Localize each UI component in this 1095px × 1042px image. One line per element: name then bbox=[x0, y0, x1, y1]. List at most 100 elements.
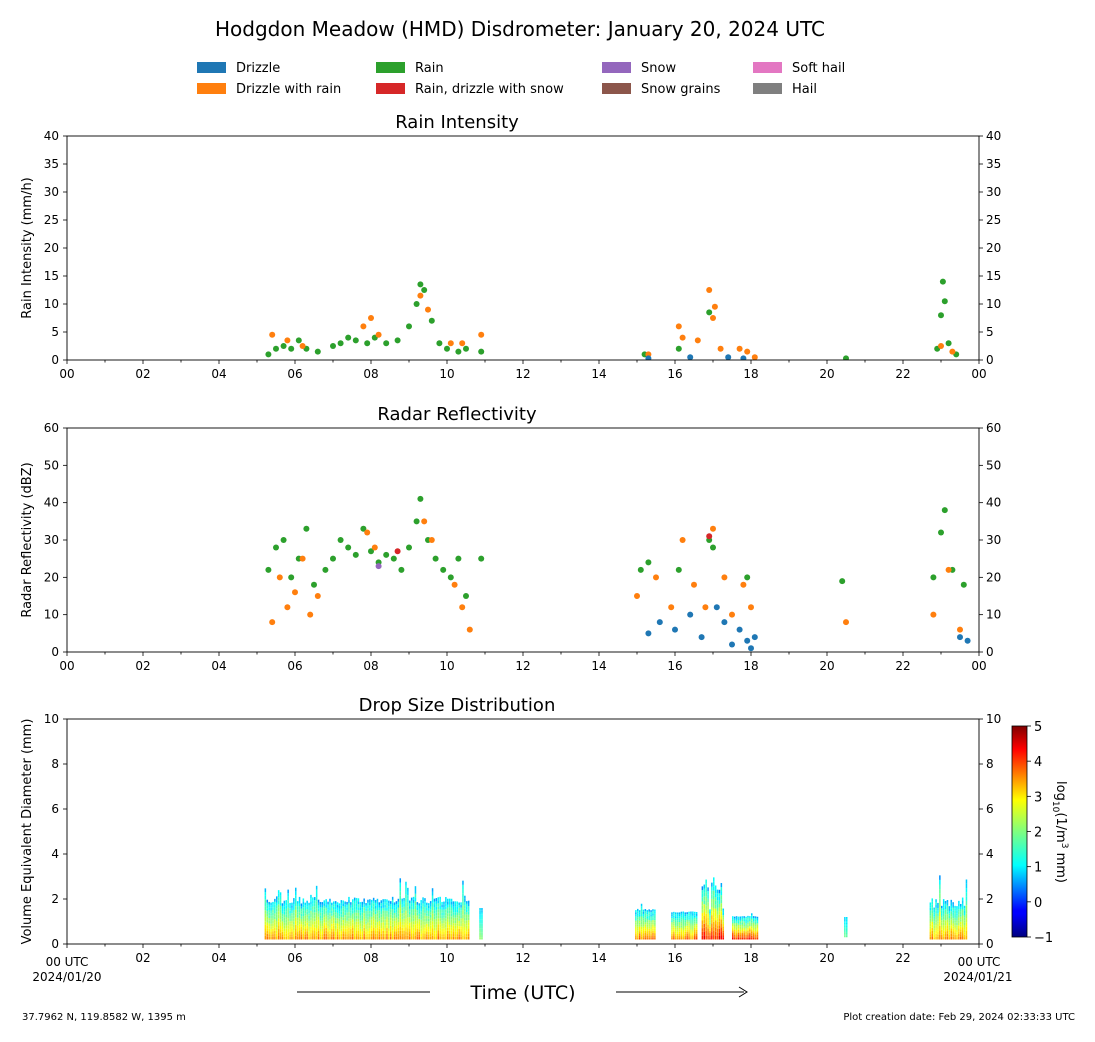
heatmap-cell bbox=[321, 918, 324, 921]
heatmap-cell bbox=[931, 930, 934, 934]
heatmap-cell bbox=[401, 916, 403, 920]
heatmap-cell bbox=[676, 937, 679, 940]
heatmap-cell bbox=[950, 936, 953, 940]
heatmap-cell bbox=[711, 902, 713, 908]
data-point bbox=[417, 281, 424, 288]
heatmap-cell bbox=[650, 935, 652, 938]
heatmap-cell bbox=[714, 885, 717, 890]
plot-frame bbox=[66, 135, 980, 361]
heatmap-cell bbox=[673, 929, 675, 932]
heatmap-cell bbox=[437, 927, 440, 931]
heatmap-cell bbox=[650, 910, 652, 913]
heatmap-cell bbox=[336, 907, 339, 911]
heatmap-cell bbox=[640, 908, 643, 912]
x-tick-label: 04 bbox=[211, 951, 226, 965]
y-tick-label: 5 bbox=[51, 325, 59, 339]
data-point bbox=[265, 566, 272, 573]
heatmap-cell bbox=[751, 930, 753, 933]
heatmap-cell bbox=[743, 924, 745, 927]
heatmap-cell bbox=[333, 931, 335, 935]
heatmap-cell bbox=[264, 892, 267, 896]
heatmap-cell bbox=[682, 935, 685, 938]
heatmap-cell bbox=[274, 927, 276, 931]
heatmap-cell bbox=[652, 917, 654, 921]
heatmap-cell bbox=[939, 934, 941, 940]
heatmap-cell bbox=[277, 893, 280, 898]
heatmap-cell bbox=[399, 882, 402, 888]
heatmap-cell bbox=[680, 917, 683, 920]
heatmap-cell bbox=[454, 928, 457, 932]
heatmap-cell bbox=[456, 923, 459, 926]
heatmap-cell bbox=[403, 927, 405, 931]
x-tick-label: 18 bbox=[743, 951, 758, 965]
heatmap-cell bbox=[678, 931, 681, 934]
heatmap-cell bbox=[751, 918, 753, 921]
data-point bbox=[938, 312, 944, 319]
heatmap-cell bbox=[692, 917, 694, 920]
heatmap-cell bbox=[652, 920, 654, 923]
heatmap-cell bbox=[420, 925, 422, 929]
heatmap-cell bbox=[331, 921, 333, 924]
heatmap-cell bbox=[707, 935, 709, 940]
heatmap-cell bbox=[291, 926, 293, 929]
heatmap-cell bbox=[422, 918, 424, 922]
heatmap-cell bbox=[703, 904, 706, 909]
heatmap-cell bbox=[682, 921, 685, 924]
heatmap-cell bbox=[456, 920, 459, 924]
x-tick-label: 00 UTC bbox=[958, 955, 1001, 969]
heatmap-cell bbox=[304, 934, 307, 937]
panel-title: Drop Size Distribution bbox=[359, 695, 556, 716]
heatmap-cell bbox=[296, 901, 299, 904]
heatmap-cell bbox=[694, 925, 696, 928]
x-tick-label: 16 bbox=[667, 659, 682, 673]
heatmap-cell bbox=[705, 883, 707, 889]
heatmap-cell bbox=[342, 919, 345, 923]
heatmap-cell bbox=[283, 920, 286, 923]
heatmap-cell bbox=[333, 936, 335, 940]
heatmap-cell bbox=[298, 909, 301, 913]
heatmap-cell bbox=[720, 899, 723, 904]
heatmap-cell bbox=[435, 915, 438, 919]
heatmap-cell bbox=[460, 915, 462, 919]
heatmap-cell bbox=[295, 928, 297, 933]
heatmap-cell bbox=[479, 937, 481, 940]
data-point bbox=[276, 574, 283, 581]
heatmap-cell bbox=[941, 929, 943, 933]
data-point bbox=[280, 343, 287, 349]
heatmap-cell bbox=[931, 901, 934, 905]
heatmap-cell bbox=[357, 930, 360, 934]
heatmap-cell bbox=[357, 918, 360, 922]
heatmap-cell bbox=[646, 922, 649, 925]
heatmap-cell bbox=[359, 910, 362, 913]
data-point bbox=[748, 604, 754, 611]
heatmap-cell bbox=[956, 908, 958, 911]
heatmap-cell bbox=[684, 935, 687, 938]
heatmap-cell bbox=[289, 910, 291, 914]
heatmap-cell bbox=[435, 918, 438, 922]
y-tick-label-right: 0 bbox=[986, 645, 994, 659]
data-point bbox=[694, 337, 701, 344]
heatmap-cell bbox=[407, 909, 409, 914]
heatmap-cell bbox=[435, 936, 438, 940]
heatmap-cell bbox=[365, 903, 367, 906]
heatmap-cell bbox=[336, 918, 339, 921]
heatmap-cell bbox=[390, 931, 392, 935]
heatmap-cell bbox=[390, 906, 392, 910]
y-tick-label: 50 bbox=[44, 458, 59, 472]
heatmap-cell bbox=[331, 934, 333, 937]
heatmap-cell bbox=[340, 916, 343, 920]
heatmap-cell bbox=[939, 912, 941, 917]
x-tick-label: 16 bbox=[667, 367, 682, 381]
heatmap-cell bbox=[437, 933, 440, 937]
heatmap-cell bbox=[961, 915, 964, 919]
y-tick-label: 30 bbox=[44, 533, 59, 547]
data-point bbox=[322, 566, 329, 573]
heatmap-cell bbox=[315, 931, 318, 936]
heatmap-cell bbox=[355, 918, 358, 922]
heatmap-cell bbox=[426, 931, 428, 935]
heatmap-cell bbox=[747, 934, 749, 937]
heatmap-cell bbox=[283, 909, 286, 912]
heatmap-cell bbox=[635, 922, 637, 925]
heatmap-cell bbox=[376, 901, 379, 905]
heatmap-cell bbox=[342, 914, 345, 918]
